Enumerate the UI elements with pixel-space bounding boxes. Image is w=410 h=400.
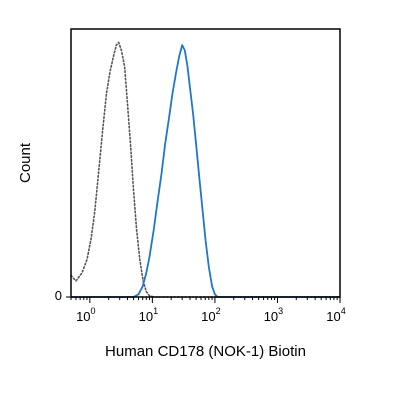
x-tick-label: 104: [326, 306, 345, 324]
x-axis-ticks: 100 101 102 103 104: [70, 297, 346, 324]
control-histogram-line: [70, 41, 341, 298]
x-tick-label-base: 10: [326, 309, 340, 324]
x-tick-label-exponent: 0: [91, 306, 96, 316]
x-tick-label-base: 10: [264, 309, 278, 324]
y-tick-label: 0: [55, 288, 62, 303]
x-axis-title: Human CD178 (NOK-1) Biotin: [105, 343, 306, 360]
x-tick-label: 100: [76, 306, 95, 324]
x-tick-label-base: 10: [76, 309, 90, 324]
x-tick-label-exponent: 4: [341, 306, 346, 316]
stained-histogram-line: [71, 44, 340, 298]
y-axis-title: Count: [17, 142, 34, 183]
x-tick-label: 102: [201, 306, 220, 324]
x-tick-label-exponent: 3: [278, 306, 283, 316]
x-tick-label-exponent: 1: [153, 306, 158, 316]
x-tick-label: 103: [264, 306, 283, 324]
y-axis-ticks: 0: [55, 288, 71, 303]
plot-area: [70, 41, 341, 298]
x-tick-label-base: 10: [139, 309, 153, 324]
x-tick-label: 101: [139, 306, 158, 324]
x-tick-label-exponent: 2: [216, 306, 221, 316]
x-tick-label-base: 10: [201, 309, 215, 324]
